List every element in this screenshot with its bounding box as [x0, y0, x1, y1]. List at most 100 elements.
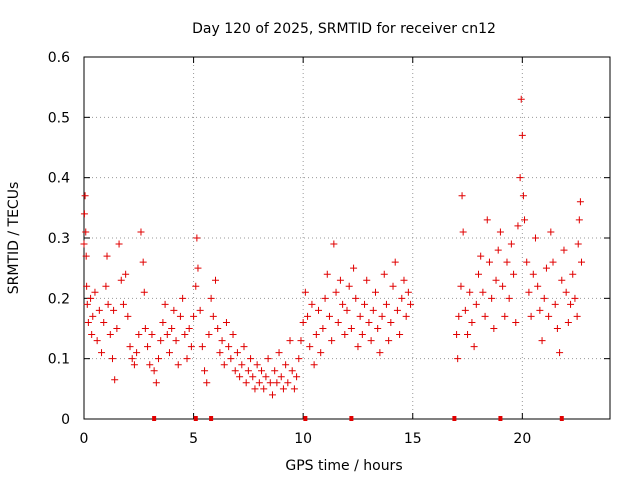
data-point	[400, 276, 408, 284]
data-point	[279, 385, 287, 393]
data-point	[193, 234, 201, 242]
data-point	[545, 312, 553, 320]
data-point	[521, 216, 529, 224]
data-point	[472, 300, 480, 308]
data-point	[198, 343, 206, 351]
data-point	[461, 306, 469, 314]
data-point	[347, 325, 355, 332]
data-point	[203, 379, 211, 387]
data-point	[475, 270, 482, 278]
data-point	[139, 258, 147, 266]
data-point	[573, 312, 581, 320]
data-point	[207, 294, 215, 302]
data-point	[115, 240, 123, 248]
data-point	[391, 258, 399, 266]
data-point	[155, 355, 163, 363]
data-point	[183, 355, 191, 363]
data-point	[82, 252, 90, 260]
data-point	[181, 331, 189, 339]
data-point	[531, 234, 539, 242]
data-point	[174, 361, 182, 369]
data-point	[385, 337, 393, 345]
data-point	[507, 240, 515, 248]
data-point	[485, 258, 493, 266]
data-point	[547, 228, 555, 236]
data-point	[553, 325, 561, 332]
data-point	[523, 258, 531, 266]
data-point	[179, 294, 187, 302]
baseline-marker	[349, 416, 354, 421]
data-point	[304, 312, 312, 320]
data-point	[227, 355, 235, 363]
data-point	[209, 312, 217, 320]
data-point	[454, 355, 462, 363]
data-point	[341, 331, 349, 339]
data-point	[271, 367, 279, 375]
data-point	[187, 343, 195, 351]
data-point	[100, 318, 108, 326]
data-point	[220, 361, 228, 369]
data-point	[288, 367, 296, 375]
data-point	[148, 331, 156, 339]
data-point	[222, 318, 230, 326]
data-point	[459, 228, 467, 236]
data-point	[126, 343, 134, 351]
data-point	[407, 300, 415, 308]
data-point	[529, 270, 537, 278]
data-point	[135, 331, 143, 339]
data-point	[343, 306, 351, 314]
data-point	[574, 240, 582, 248]
data-point	[576, 198, 584, 206]
data-point	[236, 373, 244, 381]
data-point	[194, 264, 202, 272]
data-point	[361, 300, 369, 308]
data-point	[130, 361, 138, 369]
data-point	[505, 294, 513, 302]
data-point	[567, 300, 575, 308]
data-point	[317, 349, 325, 357]
data-point	[249, 373, 257, 381]
data-point	[398, 294, 406, 302]
data-point	[345, 282, 353, 290]
data-point	[551, 300, 559, 308]
data-point	[356, 312, 364, 320]
data-point	[83, 282, 91, 290]
data-point	[549, 258, 557, 266]
chart-title: Day 120 of 2025, SRMTID for receiver cn1…	[192, 21, 496, 37]
data-point	[299, 318, 307, 326]
data-point	[350, 264, 358, 272]
data-point	[315, 306, 323, 314]
data-point	[499, 282, 507, 290]
data-point	[564, 318, 572, 326]
data-point	[93, 337, 101, 345]
data-point	[266, 379, 274, 387]
data-point	[571, 294, 579, 302]
data-point	[284, 379, 292, 387]
baseline-marker	[209, 416, 214, 421]
data-point	[124, 312, 132, 320]
baseline-marker	[152, 416, 157, 421]
data-point	[578, 258, 586, 266]
data-point	[494, 246, 502, 254]
data-point	[159, 318, 167, 326]
data-point	[122, 270, 130, 278]
data-point	[306, 343, 314, 351]
data-point	[376, 349, 384, 357]
data-point	[128, 355, 136, 363]
data-point	[334, 318, 342, 326]
data-point	[369, 306, 377, 314]
data-point	[290, 385, 298, 393]
data-point	[536, 306, 544, 314]
data-point	[301, 288, 309, 296]
data-point	[496, 228, 504, 236]
x-tick-label: 15	[404, 431, 422, 447]
data-point	[464, 331, 472, 339]
data-point	[229, 331, 237, 339]
data-point	[192, 282, 200, 290]
data-point	[225, 343, 233, 351]
data-point	[510, 270, 518, 278]
data-point	[336, 276, 344, 284]
data-point	[575, 216, 583, 224]
data-point	[255, 379, 263, 387]
data-point	[402, 312, 410, 320]
